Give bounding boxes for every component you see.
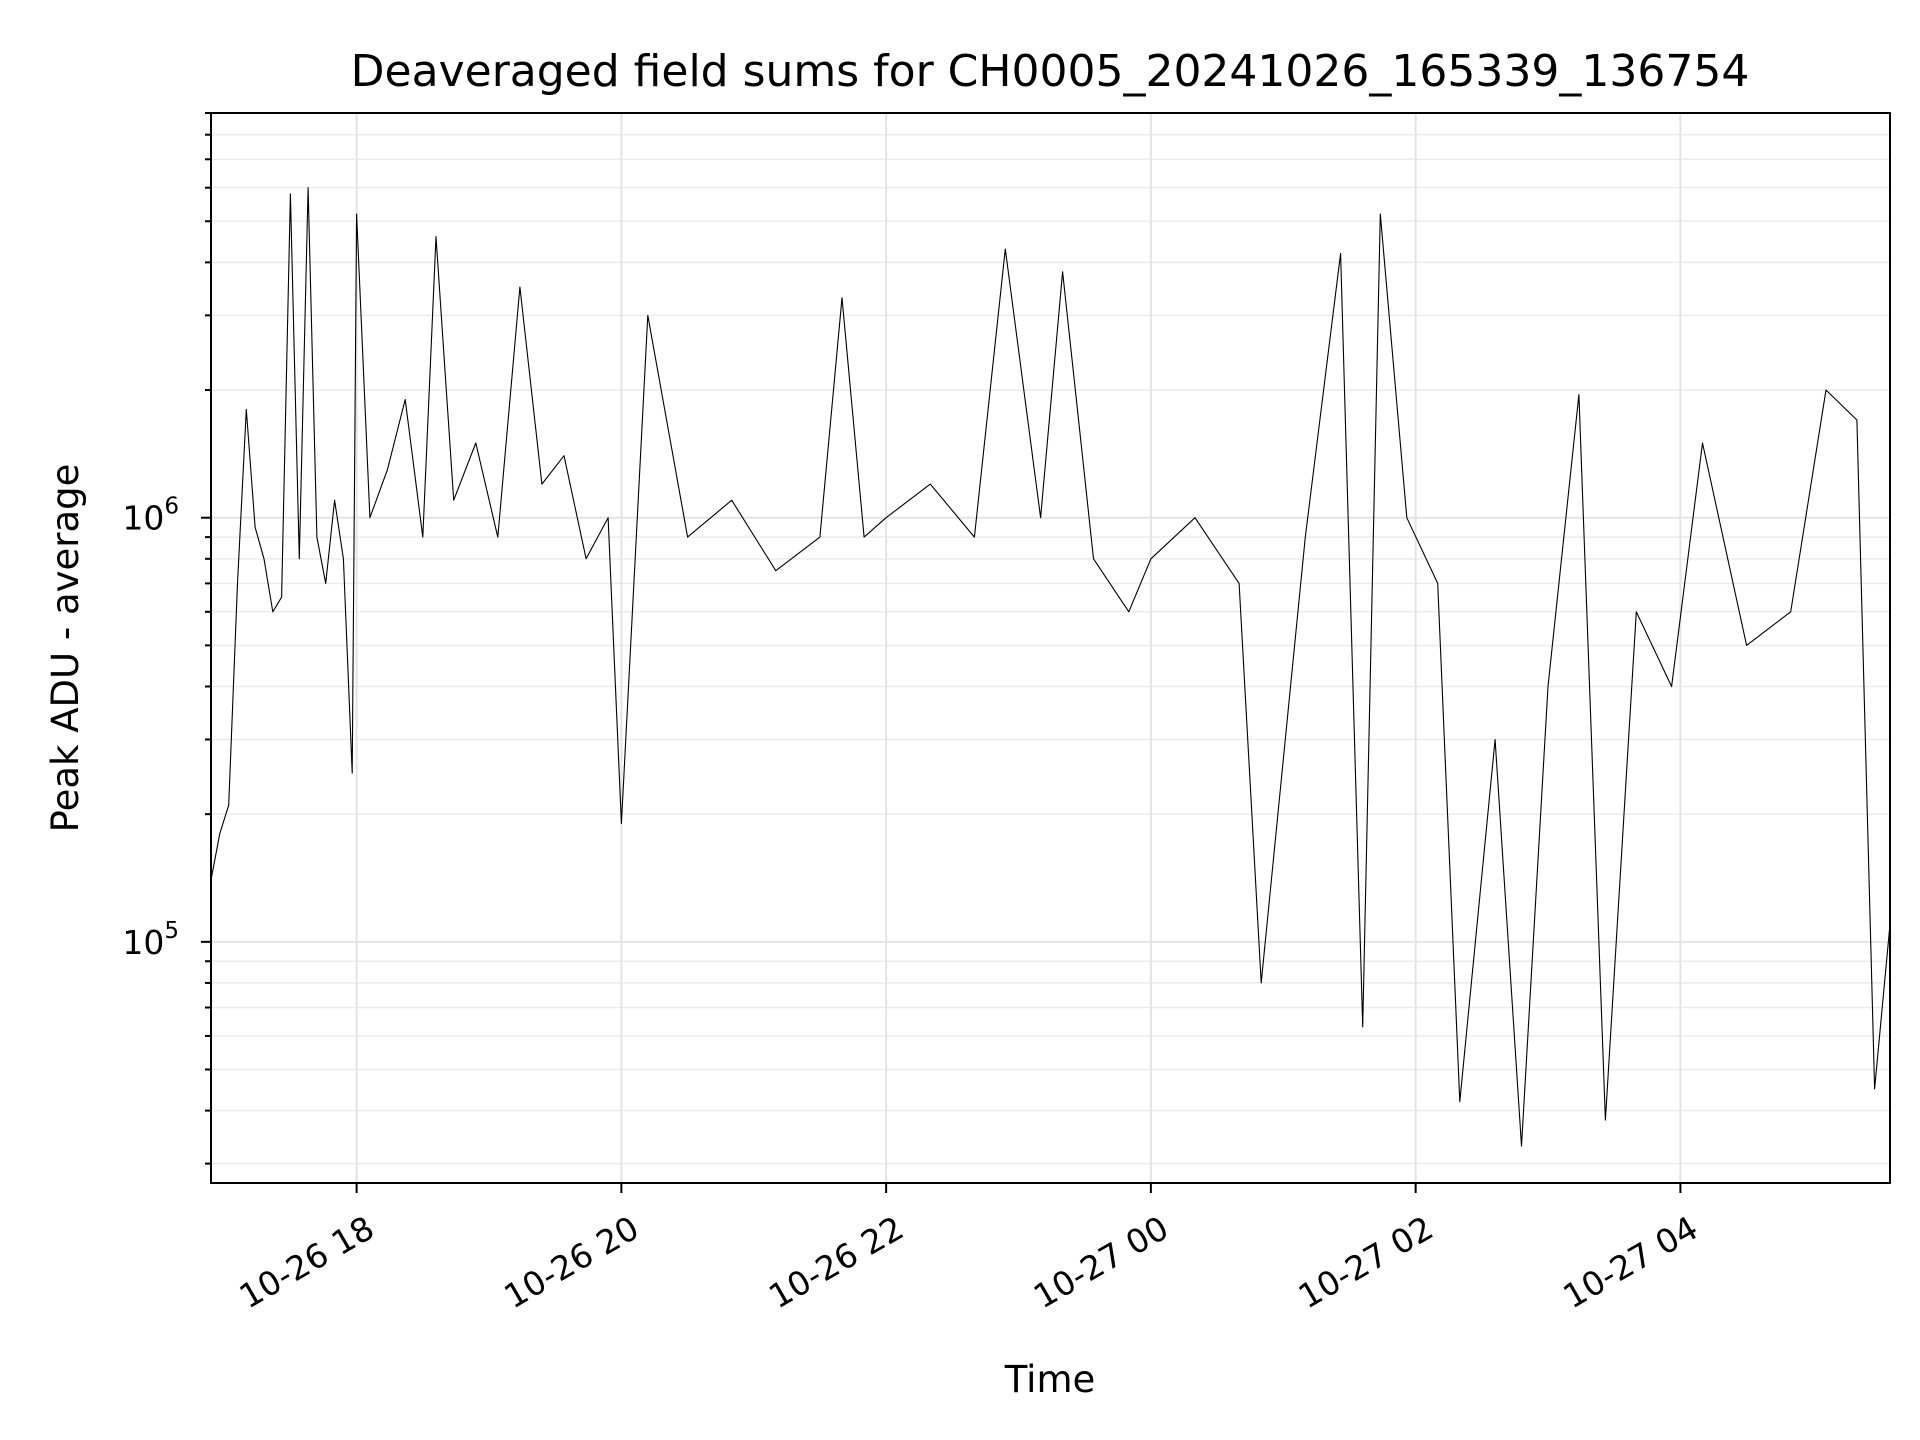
x-tick-label: 10-26 20	[497, 1208, 645, 1316]
plot-frame	[210, 112, 1891, 1184]
chart-title: Deaveraged field sums for CH0005_2024102…	[351, 46, 1750, 97]
y-tick-base: 10	[122, 499, 164, 538]
x-axis-label: Time	[1004, 1358, 1096, 1401]
y-tick-base: 10	[122, 923, 164, 962]
x-tick-label: 10-26 22	[762, 1208, 910, 1316]
y-tick-label: 105	[122, 918, 179, 962]
series-layer	[210, 187, 1891, 1147]
x-tick-label: 10-26 18	[233, 1208, 381, 1316]
data-series-line	[210, 187, 1891, 1147]
y-tick-exponent: 6	[164, 494, 179, 520]
y-tick-label: 106	[122, 494, 179, 538]
y-tick-exponent: 5	[164, 918, 179, 944]
y-axis-label: Peak ADU - average	[44, 464, 87, 833]
x-tick-label: 10-27 00	[1027, 1208, 1175, 1316]
x-tick-label: 10-27 02	[1292, 1208, 1440, 1316]
x-tick-label: 10-27 04	[1556, 1208, 1704, 1316]
x-axis-ticks: 10-26 18 10-26 20 10-26 22 10-27 00 10-27 02…	[233, 1183, 1704, 1316]
grid-lines	[211, 112, 1890, 1183]
